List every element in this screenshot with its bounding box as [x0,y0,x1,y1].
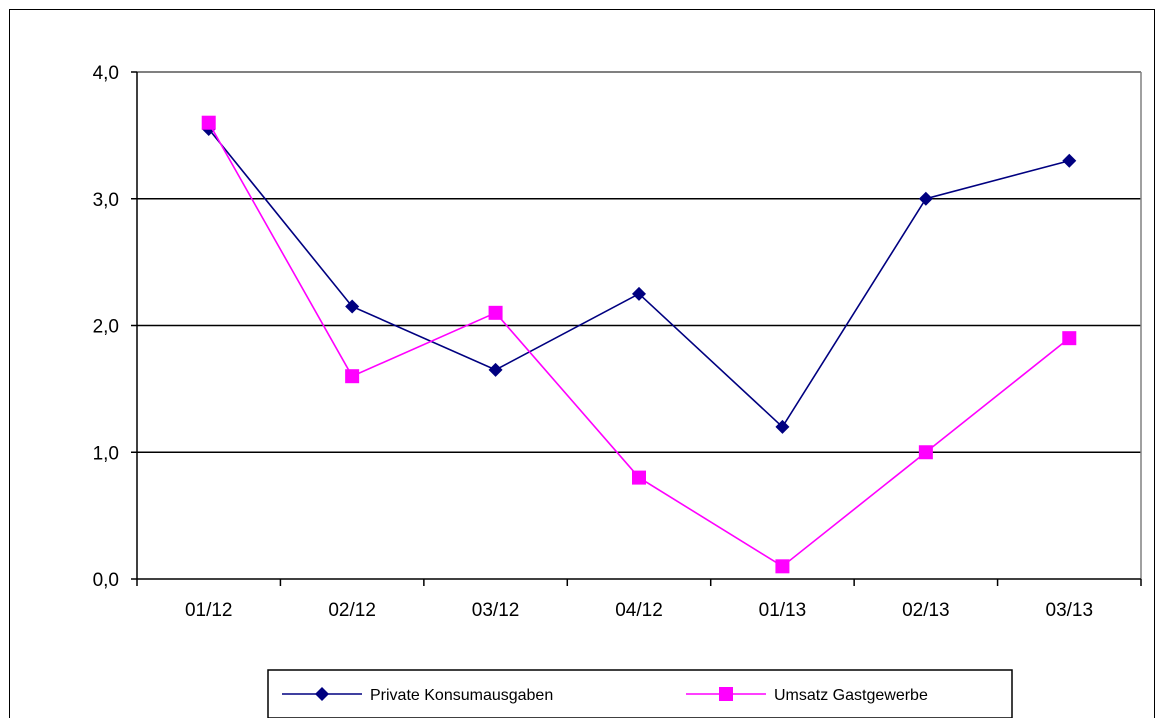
y-tick-label: 0,0 [93,570,119,591]
x-tick-label: 03/13 [1046,600,1094,621]
x-tick-label: 01/12 [185,600,233,621]
y-axis-ticks: 0,0 1,0 2,0 3,0 4,0 [93,63,137,591]
data-point [1062,153,1077,168]
data-point [775,559,790,574]
data-point [632,470,646,485]
series-umsatz-gastgewerbe [201,115,1077,574]
data-point [775,419,790,434]
legend: Private Konsumausgaben Umsatz Gastgewerbe [267,669,1013,718]
legend-marker [315,687,329,701]
data-point [345,369,360,384]
y-tick-label: 2,0 [93,317,119,338]
data-point [488,362,503,377]
x-tick-label: 04/12 [615,600,663,621]
x-tick-label: 01/13 [759,600,807,621]
legend-label: Umsatz Gastgewerbe [774,687,928,704]
series-private-konsumausgaben [201,122,1077,434]
x-tick-label: 02/12 [328,600,376,621]
legend-label: Private Konsumausgaben [370,687,553,704]
legend-box [267,669,1013,718]
data-point [632,286,646,301]
data-point [1062,331,1077,346]
data-point [488,305,503,320]
data-point [918,445,933,460]
series-line [208,128,1070,429]
y-tick-label: 1,0 [93,443,119,464]
chart-frame [9,9,1155,718]
y-tick-label: 4,0 [93,63,119,84]
x-tick-label: 03/12 [472,600,520,621]
data-point [345,299,360,314]
series-layer [201,115,1077,574]
data-point [918,191,933,206]
series-line [208,122,1070,568]
data-point [201,115,216,130]
y-tick-label: 3,0 [93,190,119,211]
grid-lines [137,71,1142,579]
x-axis-ticks: 01/12 02/12 03/12 04/12 01/13 02/13 03/13 [136,579,1142,621]
x-tick-label: 02/13 [902,600,950,621]
legend-marker [719,687,733,701]
